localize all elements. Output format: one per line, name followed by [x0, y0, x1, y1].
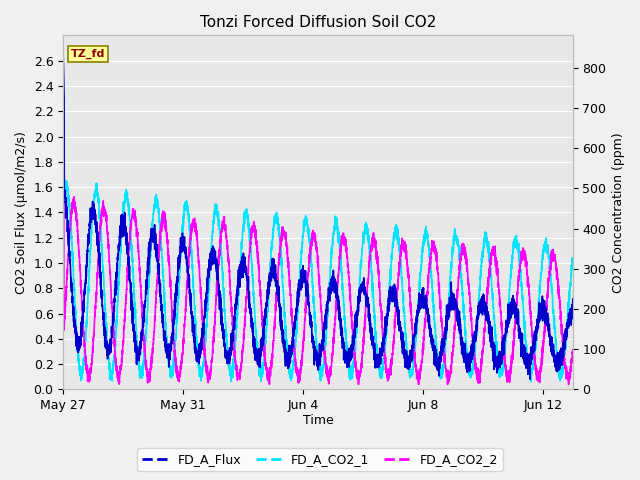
Text: TZ_fd: TZ_fd	[71, 49, 105, 59]
X-axis label: Time: Time	[303, 414, 333, 427]
Legend: FD_A_Flux, FD_A_CO2_1, FD_A_CO2_2: FD_A_Flux, FD_A_CO2_1, FD_A_CO2_2	[138, 448, 502, 471]
Title: Tonzi Forced Diffusion Soil CO2: Tonzi Forced Diffusion Soil CO2	[200, 15, 436, 30]
Y-axis label: CO2 Soil Flux (μmol/m2/s): CO2 Soil Flux (μmol/m2/s)	[15, 131, 28, 294]
Y-axis label: CO2 Concentration (ppm): CO2 Concentration (ppm)	[612, 132, 625, 293]
